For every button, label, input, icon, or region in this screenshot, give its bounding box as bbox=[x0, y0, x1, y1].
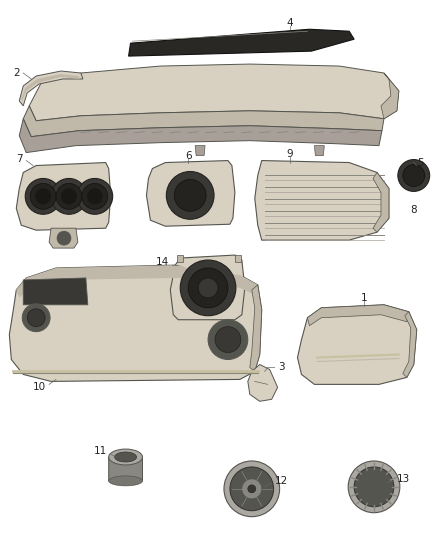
Circle shape bbox=[398, 159, 430, 191]
Circle shape bbox=[242, 479, 262, 499]
Polygon shape bbox=[381, 73, 399, 119]
Polygon shape bbox=[129, 29, 354, 56]
Text: 11: 11 bbox=[94, 446, 107, 456]
Polygon shape bbox=[307, 305, 409, 326]
Polygon shape bbox=[19, 119, 382, 152]
Text: 14: 14 bbox=[156, 257, 169, 267]
Circle shape bbox=[174, 180, 206, 211]
Polygon shape bbox=[21, 74, 80, 101]
Circle shape bbox=[56, 183, 82, 209]
Circle shape bbox=[25, 179, 61, 214]
Ellipse shape bbox=[109, 449, 142, 465]
Polygon shape bbox=[314, 146, 324, 156]
Polygon shape bbox=[23, 278, 88, 305]
Text: 12: 12 bbox=[275, 476, 288, 486]
Circle shape bbox=[27, 309, 45, 327]
Polygon shape bbox=[250, 285, 262, 372]
Polygon shape bbox=[235, 255, 241, 262]
Circle shape bbox=[61, 188, 77, 204]
Polygon shape bbox=[109, 454, 142, 485]
Polygon shape bbox=[16, 265, 258, 298]
Text: 5: 5 bbox=[417, 158, 424, 167]
Circle shape bbox=[35, 188, 51, 204]
Circle shape bbox=[180, 260, 236, 316]
Circle shape bbox=[215, 327, 241, 352]
Circle shape bbox=[403, 165, 425, 187]
Polygon shape bbox=[373, 173, 389, 232]
Polygon shape bbox=[170, 255, 245, 320]
Circle shape bbox=[87, 188, 103, 204]
Polygon shape bbox=[16, 163, 111, 230]
Circle shape bbox=[248, 485, 256, 493]
Polygon shape bbox=[146, 160, 235, 226]
Circle shape bbox=[188, 268, 228, 308]
Polygon shape bbox=[9, 265, 262, 382]
Circle shape bbox=[208, 320, 248, 360]
Polygon shape bbox=[19, 71, 83, 106]
Text: 3: 3 bbox=[278, 362, 285, 373]
Circle shape bbox=[57, 231, 71, 245]
Polygon shape bbox=[195, 146, 205, 156]
Text: 8: 8 bbox=[410, 205, 417, 215]
Polygon shape bbox=[297, 305, 417, 384]
Text: 9: 9 bbox=[286, 149, 293, 159]
Circle shape bbox=[354, 467, 394, 507]
Text: 4: 4 bbox=[286, 18, 293, 28]
Ellipse shape bbox=[109, 476, 142, 486]
Polygon shape bbox=[177, 255, 183, 262]
Text: 10: 10 bbox=[32, 382, 46, 392]
Polygon shape bbox=[255, 160, 389, 240]
Polygon shape bbox=[403, 312, 417, 377]
Circle shape bbox=[82, 183, 108, 209]
Circle shape bbox=[30, 183, 56, 209]
Text: 1: 1 bbox=[361, 293, 367, 303]
Text: 2: 2 bbox=[13, 68, 20, 78]
Polygon shape bbox=[29, 64, 399, 121]
Text: 6: 6 bbox=[185, 151, 191, 160]
Circle shape bbox=[224, 461, 279, 516]
Circle shape bbox=[51, 179, 87, 214]
Circle shape bbox=[22, 304, 50, 332]
Polygon shape bbox=[248, 365, 278, 401]
Polygon shape bbox=[49, 228, 78, 248]
Text: 7: 7 bbox=[16, 154, 23, 164]
Circle shape bbox=[166, 172, 214, 219]
Polygon shape bbox=[23, 106, 384, 136]
Circle shape bbox=[198, 278, 218, 298]
Circle shape bbox=[77, 179, 113, 214]
Ellipse shape bbox=[115, 452, 137, 462]
Circle shape bbox=[348, 461, 400, 513]
Text: 13: 13 bbox=[397, 474, 410, 484]
Circle shape bbox=[230, 467, 274, 511]
